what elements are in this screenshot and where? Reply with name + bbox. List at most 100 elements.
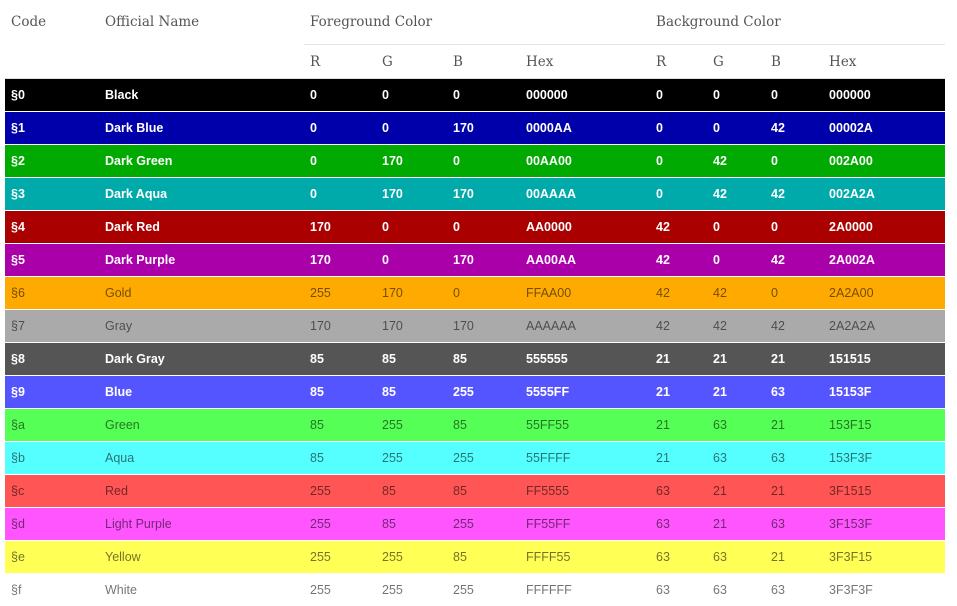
cell-fg-hex: AA00AA [520, 243, 651, 277]
cell-fg-b: 85 [447, 540, 520, 574]
cell-fg-b: 255 [447, 441, 520, 475]
cell-bg-g: 42 [707, 276, 766, 310]
cell-name: White [99, 573, 304, 606]
cell-bg-hex: 002A00 [823, 144, 946, 178]
cell-fg-b: 170 [447, 309, 520, 343]
cell-fg-g: 85 [376, 507, 447, 541]
cell-name: Aqua [99, 441, 304, 475]
cell-code: §3 [5, 177, 99, 211]
cell-fg-r: 0 [304, 111, 376, 145]
cell-bg-hex: 153F3F [823, 441, 946, 475]
cell-code: §a [5, 408, 99, 442]
cell-fg-hex: 55FF55 [520, 408, 651, 442]
cell-bg-g: 42 [707, 309, 766, 343]
cell-code: §9 [5, 375, 99, 409]
cell-bg-g: 21 [707, 507, 766, 541]
cell-bg-g: 0 [707, 210, 766, 244]
cell-fg-g: 170 [376, 309, 447, 343]
cell-fg-b: 0 [447, 210, 520, 244]
cell-fg-g: 0 [376, 243, 447, 277]
cell-bg-b: 63 [765, 573, 824, 606]
table-row: §8 Dark Gray 85 85 85 555555 21 21 21 151515 [5, 342, 946, 376]
cell-code: §c [5, 474, 99, 508]
cell-bg-r: 21 [650, 408, 708, 442]
cell-code: §5 [5, 243, 99, 277]
cell-bg-r: 63 [650, 573, 708, 606]
cell-bg-b: 63 [765, 441, 824, 475]
cell-fg-b: 255 [447, 375, 520, 409]
cell-fg-hex: 55FFFF [520, 441, 651, 475]
cell-bg-b: 21 [765, 342, 824, 376]
cell-bg-hex: 2A2A2A [823, 309, 946, 343]
cell-code: §b [5, 441, 99, 475]
table-row: §6 Gold 255 170 0 FFAA00 42 42 0 2A2A00 [5, 276, 946, 310]
cell-name: Yellow [99, 540, 304, 574]
cell-bg-hex: 2A2A00 [823, 276, 946, 310]
cell-fg-b: 170 [447, 177, 520, 211]
header-background-color: Background Color [650, 0, 946, 45]
cell-fg-b: 0 [447, 144, 520, 178]
cell-bg-hex: 3F153F [823, 507, 946, 541]
cell-fg-b: 0 [447, 276, 520, 310]
cell-fg-g: 255 [376, 573, 447, 606]
cell-code: §f [5, 573, 99, 606]
cell-fg-b: 85 [447, 474, 520, 508]
cell-bg-g: 21 [707, 342, 766, 376]
header-fg-hex: Hex [520, 44, 651, 79]
cell-bg-b: 21 [765, 540, 824, 574]
cell-bg-b: 42 [765, 111, 824, 145]
header-code: Code [11, 14, 47, 31]
cell-fg-g: 85 [376, 342, 447, 376]
cell-fg-hex: FF55FF [520, 507, 651, 541]
cell-fg-g: 255 [376, 408, 447, 442]
table-row: §4 Dark Red 170 0 0 AA0000 42 0 0 2A0000 [5, 210, 946, 244]
cell-fg-r: 255 [304, 540, 376, 574]
cell-code: §0 [5, 78, 99, 112]
cell-fg-r: 170 [304, 243, 376, 277]
cell-bg-hex: 2A0000 [823, 210, 946, 244]
cell-fg-g: 170 [376, 144, 447, 178]
table-row: §3 Dark Aqua 0 170 170 00AAAA 0 42 42 002A2A [5, 177, 946, 211]
cell-code: §8 [5, 342, 99, 376]
cell-bg-b: 21 [765, 408, 824, 442]
table-row: §7 Gray 170 170 170 AAAAAA 42 42 42 2A2A2A [5, 309, 946, 343]
cell-bg-b: 0 [765, 276, 824, 310]
cell-bg-b: 42 [765, 243, 824, 277]
cell-bg-hex: 000000 [823, 78, 946, 112]
header-bg-b: B [765, 44, 824, 79]
cell-bg-g: 63 [707, 441, 766, 475]
cell-bg-r: 0 [650, 177, 708, 211]
cell-bg-g: 0 [707, 111, 766, 145]
cell-bg-g: 42 [707, 177, 766, 211]
cell-bg-hex: 153F15 [823, 408, 946, 442]
cell-fg-hex: 555555 [520, 342, 651, 376]
table-row: §e Yellow 255 255 85 FFFF55 63 63 21 3F3F15 [5, 540, 946, 574]
cell-bg-g: 21 [707, 474, 766, 508]
table-row: §b Aqua 85 255 255 55FFFF 21 63 63 153F3F [5, 441, 946, 475]
cell-bg-b: 42 [765, 309, 824, 343]
cell-code: §2 [5, 144, 99, 178]
cell-bg-g: 0 [707, 78, 766, 112]
cell-name: Green [99, 408, 304, 442]
cell-bg-g: 63 [707, 408, 766, 442]
cell-fg-r: 170 [304, 210, 376, 244]
header-fg-g: G [376, 44, 447, 79]
cell-fg-r: 0 [304, 78, 376, 112]
cell-code: §6 [5, 276, 99, 310]
cell-name: Dark Red [99, 210, 304, 244]
cell-name: Gold [99, 276, 304, 310]
cell-fg-r: 85 [304, 408, 376, 442]
cell-fg-r: 255 [304, 276, 376, 310]
cell-fg-g: 0 [376, 210, 447, 244]
cell-fg-g: 85 [376, 474, 447, 508]
cell-name: Dark Aqua [99, 177, 304, 211]
cell-bg-r: 21 [650, 375, 708, 409]
header-bg-g: G [707, 44, 766, 79]
table-row: §f White 255 255 255 FFFFFF 63 63 63 3F3F3F [5, 573, 946, 606]
cell-bg-hex: 3F3F3F [823, 573, 946, 606]
cell-bg-r: 42 [650, 210, 708, 244]
cell-name: Dark Gray [99, 342, 304, 376]
cell-bg-b: 42 [765, 177, 824, 211]
cell-bg-r: 42 [650, 309, 708, 343]
cell-bg-hex: 3F3F15 [823, 540, 946, 574]
